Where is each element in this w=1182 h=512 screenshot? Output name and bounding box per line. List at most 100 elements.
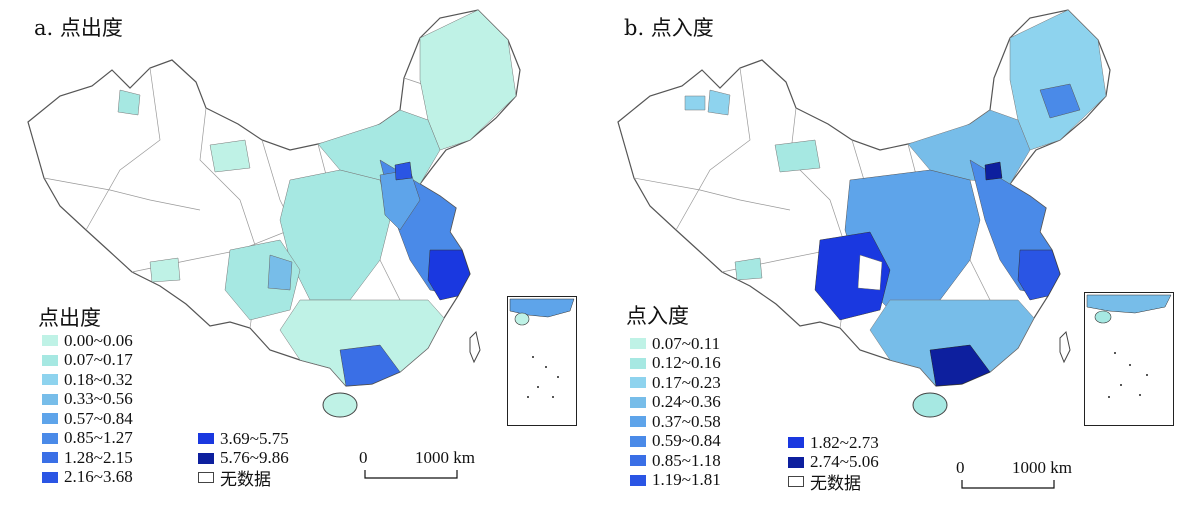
legend-label: 0.59~0.84 xyxy=(652,431,721,451)
taiwan-island xyxy=(469,331,481,364)
legend-label: 无数据 xyxy=(220,470,271,490)
scale-bar-line xyxy=(961,480,1055,489)
scale-bar: 0 1000 km xyxy=(355,448,485,488)
legend-swatch-nodata xyxy=(198,472,214,484)
taiwan-island xyxy=(1059,331,1071,364)
south-china-sea-inset xyxy=(507,296,577,426)
legend-label: 0.33~0.56 xyxy=(64,389,133,409)
map-regions xyxy=(684,9,1107,387)
legend-item: 0.37~0.58 xyxy=(630,412,721,432)
scale-distance-label: 1000 km xyxy=(1012,458,1072,477)
region-beijing xyxy=(394,161,413,181)
region-tibet-spot xyxy=(734,257,763,281)
china-map-out-degree xyxy=(27,9,521,418)
region-sichuan xyxy=(814,231,891,321)
legend-swatch xyxy=(42,374,58,386)
region-northeast xyxy=(419,9,517,151)
legend-col-2: 3.69~5.75 5.76~9.86 无数据 xyxy=(198,429,289,490)
legend-col-2: 1.82~2.73 2.74~5.06 无数据 xyxy=(788,433,879,493)
region-yangtze-delta xyxy=(1017,249,1061,301)
legend-item: 0.57~0.84 xyxy=(42,409,133,429)
legend-label: 0.12~0.16 xyxy=(652,353,721,373)
legend-label: 0.37~0.58 xyxy=(652,411,721,431)
panel-a-title: a. 点出度 xyxy=(34,16,123,40)
legend-label: 0.07~0.17 xyxy=(64,350,133,370)
region-sichuan-core xyxy=(267,254,293,291)
legend-item: 0.18~0.32 xyxy=(42,370,133,390)
legend-item: 0.85~1.18 xyxy=(630,451,721,471)
legend-item: 0.12~0.16 xyxy=(630,353,721,374)
legend-item: 0.00~0.06 xyxy=(42,331,133,351)
legend-swatch xyxy=(42,413,58,425)
region-sichuan-core xyxy=(857,254,883,291)
scale-bar: 0 1000 km xyxy=(952,458,1082,498)
legend-swatch xyxy=(42,432,58,444)
legend-swatch xyxy=(630,377,646,389)
panel-b-title: b. 点入度 xyxy=(624,16,714,40)
legend-label: 0.00~0.06 xyxy=(64,330,133,350)
legend-label: 1.82~2.73 xyxy=(810,432,879,452)
panel-a: a. 点出度 xyxy=(0,0,590,512)
scale-zero-label: 0 xyxy=(956,458,965,477)
legend-item: 0.07~0.11 xyxy=(630,334,721,354)
legend-swatch xyxy=(788,437,804,449)
region-northeast-core xyxy=(1039,83,1081,119)
south-china-sea-map xyxy=(509,298,575,398)
region-northeast xyxy=(1009,9,1107,151)
china-outline xyxy=(27,9,521,387)
scale-distance-label: 1000 km xyxy=(415,448,475,467)
legend-swatch xyxy=(630,396,646,408)
legend-label: 2.16~3.68 xyxy=(64,467,133,487)
map-regions xyxy=(117,9,517,387)
legend-label: 0.07~0.11 xyxy=(652,333,721,353)
legend-swatch xyxy=(42,393,58,405)
region-tibet-spot2 xyxy=(684,95,706,111)
legend-title-in-degree: 点入度 xyxy=(626,304,689,328)
legend-item: 3.69~5.75 xyxy=(198,429,289,449)
legend-item: 2.16~3.68 xyxy=(42,467,133,488)
legend-item: 1.19~1.81 xyxy=(630,470,721,491)
legend-swatch xyxy=(630,455,646,467)
scale-bar-line xyxy=(364,470,458,479)
legend-swatch xyxy=(198,452,214,464)
legend-label: 0.24~0.36 xyxy=(652,392,721,412)
legend-item: 1.82~2.73 xyxy=(788,433,879,453)
legend-item: 1.28~2.15 xyxy=(42,448,133,468)
legend-label: 0.18~0.32 xyxy=(64,369,133,389)
legend-swatch xyxy=(630,357,646,369)
south-china-sea-inset xyxy=(1084,292,1174,426)
region-xinjiang-spot2 xyxy=(774,139,821,173)
legend-swatch xyxy=(630,338,646,350)
legend-label: 3.69~5.75 xyxy=(220,428,289,448)
legend-item: 2.74~5.06 xyxy=(788,452,879,473)
south-china-sea-map xyxy=(1086,294,1172,398)
region-xinjiang-spot2 xyxy=(209,139,251,173)
legend-swatch xyxy=(42,471,58,483)
legend-label: 5.76~9.86 xyxy=(220,448,289,468)
legend-label: 1.28~2.15 xyxy=(64,447,133,467)
panel-b: b. 点入度 xyxy=(590,0,1182,512)
legend-swatch xyxy=(630,435,646,447)
legend-swatch xyxy=(630,474,646,486)
legend-item: 0.17~0.23 xyxy=(630,373,721,393)
legend-item: 0.07~0.17 xyxy=(42,350,133,371)
hainan-island xyxy=(322,392,358,418)
legend-label: 2.74~5.06 xyxy=(810,452,879,472)
legend-item-nodata: 无数据 xyxy=(788,472,879,493)
region-xinjiang-spot xyxy=(117,89,141,116)
region-guangdong xyxy=(339,344,401,387)
hainan-island xyxy=(912,392,948,418)
china-map-in-degree xyxy=(617,9,1111,418)
region-beijing xyxy=(984,161,1003,181)
legend-item: 0.33~0.56 xyxy=(42,389,133,410)
legend-item: 5.76~9.86 xyxy=(198,448,289,469)
region-central xyxy=(279,169,391,301)
region-yangtze-delta xyxy=(427,249,471,301)
legend-item-nodata: 无数据 xyxy=(198,468,289,490)
region-tibet-spot xyxy=(149,257,181,283)
legend-item: 0.59~0.84 xyxy=(630,431,721,452)
region-xinjiang-spot xyxy=(707,89,731,116)
legend-swatch xyxy=(42,335,58,347)
legend-col-1: 0.07~0.11 0.12~0.16 0.17~0.23 0.24~0.36 … xyxy=(630,334,721,490)
legend-item: 0.24~0.36 xyxy=(630,392,721,413)
